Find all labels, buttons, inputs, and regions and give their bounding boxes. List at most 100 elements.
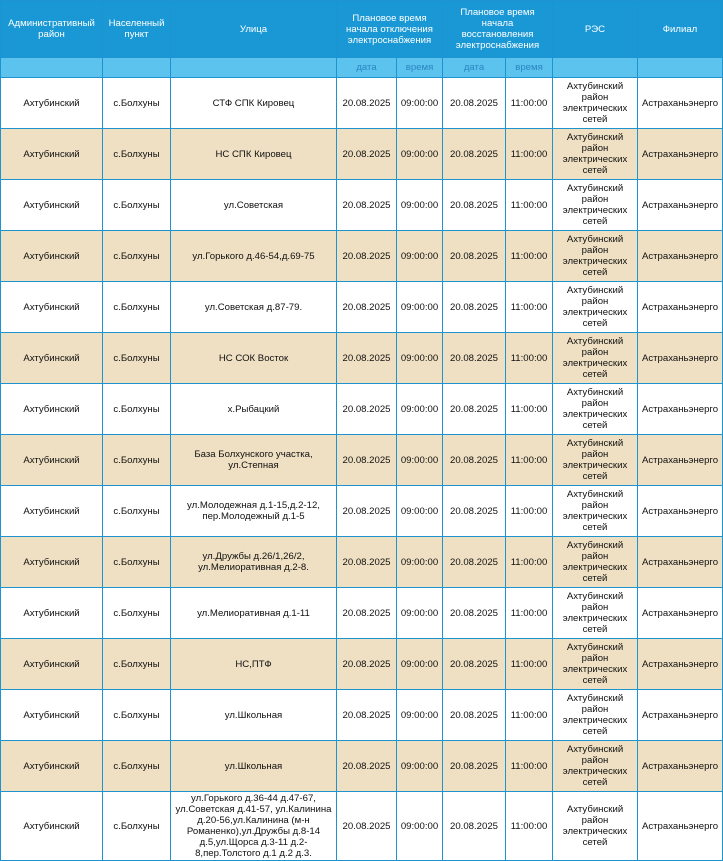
header-off-time[interactable]: Плановое время начала отключения электро… bbox=[335, 0, 444, 58]
cell-off-time: 09:00:00 bbox=[395, 128, 444, 180]
cell-on-date: 20.08.2025 bbox=[442, 689, 507, 741]
cell-res: Ахтубинский район электрических сетей bbox=[552, 740, 639, 792]
cell-on-date: 20.08.2025 bbox=[442, 638, 507, 690]
cell-branch: Астраханьэнерго bbox=[637, 536, 723, 588]
cell-street: ул.Дружбы д.26/1,26/2, ул.Мелиоративная … bbox=[170, 536, 337, 588]
cell-off-date: 20.08.2025 bbox=[336, 383, 397, 435]
cell-district: Ахтубинский bbox=[0, 587, 103, 639]
cell-district: Ахтубинский bbox=[0, 434, 103, 486]
cell-district: Ахтубинский bbox=[0, 179, 103, 231]
cell-street: База Болхунского участка, ул.Степная bbox=[170, 434, 337, 486]
cell-branch: Астраханьэнерго bbox=[637, 383, 723, 435]
cell-on-date: 20.08.2025 bbox=[442, 536, 507, 588]
cell-off-time: 09:00:00 bbox=[395, 485, 444, 537]
cell-locality: с.Болхуны bbox=[102, 638, 171, 690]
cell-street: НС,ПТФ bbox=[170, 638, 337, 690]
cell-district: Ахтубинский bbox=[0, 740, 103, 792]
cell-off-date: 20.08.2025 bbox=[336, 77, 397, 129]
cell-res: Ахтубинский район электрических сетей bbox=[552, 791, 639, 861]
cell-on-date: 20.08.2025 bbox=[442, 587, 507, 639]
header-locality[interactable]: Населенный пункт bbox=[102, 0, 171, 58]
subheader-off-date: дата bbox=[336, 57, 397, 78]
cell-locality: с.Болхуны bbox=[102, 383, 171, 435]
header-res[interactable]: РЭС bbox=[552, 0, 639, 58]
cell-street: НС СОК Восток bbox=[170, 332, 337, 384]
header-street[interactable]: Улица bbox=[170, 0, 337, 58]
table-row: Ахтубинский с.Болхуны ул.Горького д.36-44 … bbox=[0, 791, 723, 861]
cell-on-time: 11:00:00 bbox=[505, 740, 554, 792]
cell-off-date: 20.08.2025 bbox=[336, 128, 397, 180]
cell-locality: с.Болхуны bbox=[102, 77, 171, 129]
cell-on-time: 11:00:00 bbox=[505, 230, 554, 282]
subheader-row: дата время дата время bbox=[0, 57, 723, 78]
cell-on-time: 11:00:00 bbox=[505, 689, 554, 741]
table-row: Ахтубинский с.Болхуны ул.Школьная 20.08.202… bbox=[0, 689, 723, 741]
cell-locality: с.Болхуны bbox=[102, 128, 171, 180]
cell-on-time: 11:00:00 bbox=[505, 638, 554, 690]
table-row: Ахтубинский с.Болхуны НС СОК Восток 20.08.2… bbox=[0, 332, 723, 384]
cell-locality: с.Болхуны bbox=[102, 536, 171, 588]
cell-branch: Астраханьэнерго bbox=[637, 230, 723, 282]
cell-on-date: 20.08.2025 bbox=[442, 179, 507, 231]
cell-res: Ахтубинский район электрических сетей bbox=[552, 179, 639, 231]
cell-street: ул.Советская bbox=[170, 179, 337, 231]
cell-on-date: 20.08.2025 bbox=[442, 791, 507, 861]
subheader-empty bbox=[102, 57, 171, 78]
cell-off-date: 20.08.2025 bbox=[336, 230, 397, 282]
cell-off-time: 09:00:00 bbox=[395, 77, 444, 129]
cell-off-date: 20.08.2025 bbox=[336, 638, 397, 690]
header-row: Административный район Населенный пункт … bbox=[0, 0, 723, 58]
cell-res: Ахтубинский район электрических сетей bbox=[552, 383, 639, 435]
cell-locality: с.Болхуны bbox=[102, 332, 171, 384]
cell-street: ул.Горького д.46-54,д.69-75 bbox=[170, 230, 337, 282]
cell-branch: Астраханьэнерго bbox=[637, 281, 723, 333]
cell-locality: с.Болхуны bbox=[102, 179, 171, 231]
cell-on-date: 20.08.2025 bbox=[442, 128, 507, 180]
cell-off-date: 20.08.2025 bbox=[336, 281, 397, 333]
cell-branch: Астраханьэнерго bbox=[637, 434, 723, 486]
cell-off-time: 09:00:00 bbox=[395, 230, 444, 282]
cell-off-date: 20.08.2025 bbox=[336, 791, 397, 861]
subheader-empty bbox=[170, 57, 337, 78]
cell-district: Ахтубинский bbox=[0, 383, 103, 435]
cell-street: ул.Мелиоративная д.1-11 bbox=[170, 587, 337, 639]
cell-branch: Астраханьэнерго bbox=[637, 791, 723, 861]
cell-res: Ахтубинский район электрических сетей bbox=[552, 281, 639, 333]
cell-on-time: 11:00:00 bbox=[505, 791, 554, 861]
cell-branch: Астраханьэнерго bbox=[637, 77, 723, 129]
cell-off-date: 20.08.2025 bbox=[336, 434, 397, 486]
subheader-on-time: время bbox=[505, 57, 554, 78]
cell-branch: Астраханьэнерго bbox=[637, 179, 723, 231]
header-branch[interactable]: Филиал bbox=[637, 0, 723, 58]
table-row: Ахтубинский с.Болхуны СТФ СПК Кировец 20.08… bbox=[0, 77, 723, 129]
subheader-empty bbox=[637, 57, 723, 78]
header-district[interactable]: Административный район bbox=[0, 0, 103, 58]
cell-on-time: 11:00:00 bbox=[505, 434, 554, 486]
cell-locality: с.Болхуны bbox=[102, 791, 171, 861]
table-row: Ахтубинский с.Болхуны ул.Горького д.46-54,… bbox=[0, 230, 723, 282]
cell-branch: Астраханьэнерго bbox=[637, 740, 723, 792]
cell-street: ул.Советская д.87-79. bbox=[170, 281, 337, 333]
cell-on-time: 11:00:00 bbox=[505, 383, 554, 435]
cell-res: Ахтубинский район электрических сетей bbox=[552, 638, 639, 690]
cell-district: Ахтубинский bbox=[0, 689, 103, 741]
cell-on-time: 11:00:00 bbox=[505, 485, 554, 537]
cell-on-date: 20.08.2025 bbox=[442, 383, 507, 435]
table-row: Ахтубинский с.Болхуны х.Рыбацкий 20.08.2025… bbox=[0, 383, 723, 435]
cell-off-date: 20.08.2025 bbox=[336, 689, 397, 741]
cell-locality: с.Болхуны bbox=[102, 485, 171, 537]
cell-off-time: 09:00:00 bbox=[395, 434, 444, 486]
table-row: Ахтубинский с.Болхуны НС,ПТФ 20.08.2025 09:0… bbox=[0, 638, 723, 690]
cell-off-time: 09:00:00 bbox=[395, 332, 444, 384]
header-on-time[interactable]: Плановое время начала восстановления эле… bbox=[442, 0, 554, 58]
cell-district: Ахтубинский bbox=[0, 332, 103, 384]
cell-on-date: 20.08.2025 bbox=[442, 485, 507, 537]
cell-res: Ахтубинский район электрических сетей bbox=[552, 689, 639, 741]
cell-street: х.Рыбацкий bbox=[170, 383, 337, 435]
cell-street: ул.Школьная bbox=[170, 689, 337, 741]
cell-res: Ахтубинский район электрических сетей bbox=[552, 587, 639, 639]
cell-res: Ахтубинский район электрических сетей bbox=[552, 230, 639, 282]
cell-district: Ахтубинский bbox=[0, 230, 103, 282]
cell-on-time: 11:00:00 bbox=[505, 179, 554, 231]
